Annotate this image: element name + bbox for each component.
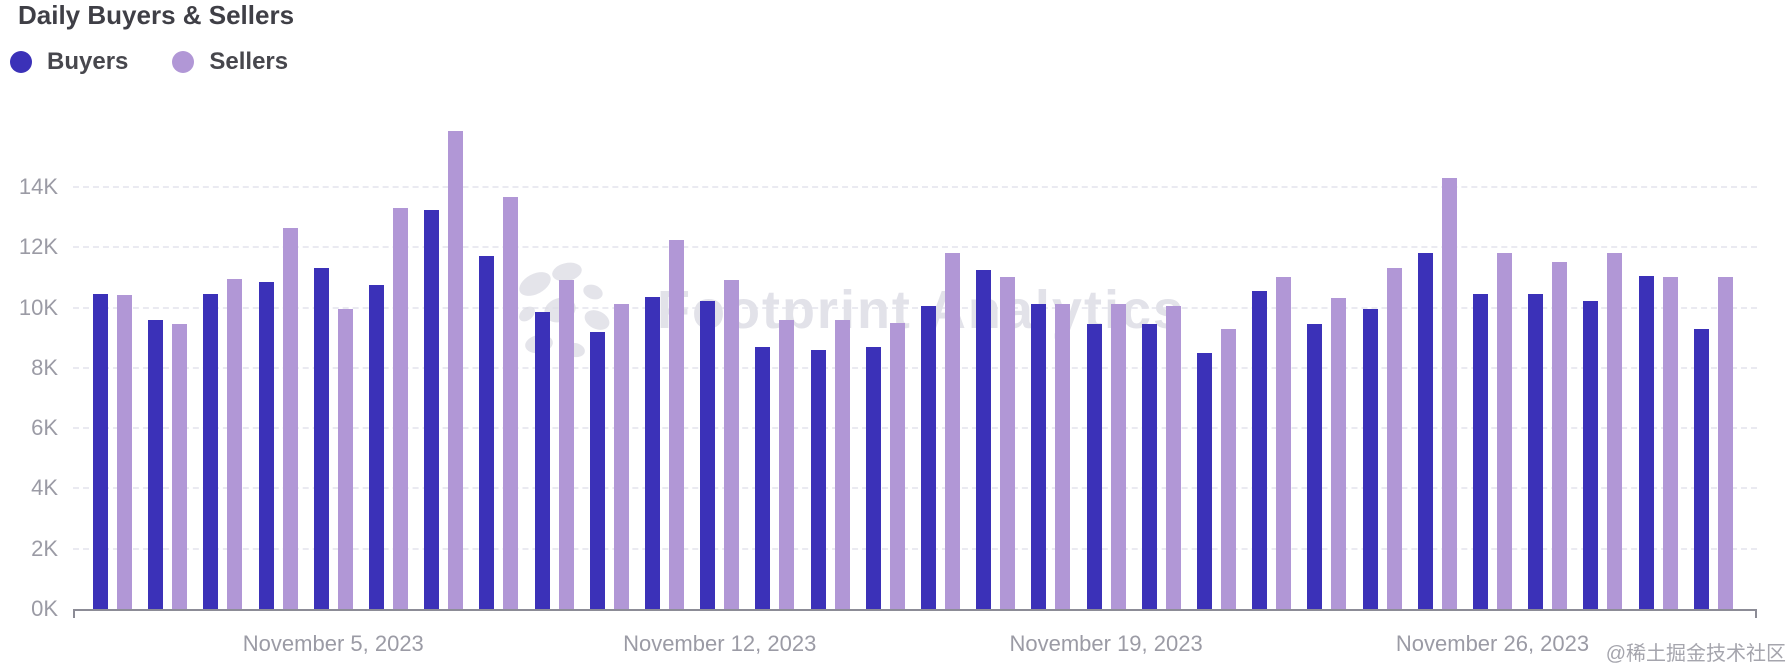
bar-sellers-november-12-2023[interactable]	[724, 280, 740, 609]
axis-left-end-tick	[73, 609, 75, 618]
bar-sellers-november-21-2023[interactable]	[1221, 329, 1236, 609]
gridline-14K	[73, 185, 1757, 188]
legend-item-buyers[interactable]: Buyers	[10, 48, 128, 76]
y-axis-tick-label: 4K	[31, 475, 58, 501]
bar-buyers-november-26-2023[interactable]	[1473, 294, 1488, 609]
bar-sellers-november-28-2023[interactable]	[1607, 253, 1623, 609]
x-axis-tick-label: November 26, 2023	[1395, 631, 1590, 656]
bar-buyers-november-15-2023[interactable]	[865, 347, 881, 609]
bar-buyers-november-6-2023[interactable]	[369, 285, 384, 609]
bar-sellers-november-26-2023[interactable]	[1497, 253, 1512, 609]
bar-buyers-november-13-2023[interactable]	[755, 347, 771, 609]
bar-sellers-november-8-2023[interactable]	[503, 197, 519, 609]
bar-buyers-november-28-2023[interactable]	[1583, 301, 1599, 609]
bar-buyers-november-19-2023[interactable]	[1086, 324, 1102, 609]
y-axis-tick-label: 10K	[18, 294, 58, 320]
chart-title: Daily Buyers & Sellers	[18, 0, 295, 30]
y-axis-tick-label: 2K	[31, 535, 58, 561]
bar-buyers-november-3-2023[interactable]	[203, 294, 219, 609]
y-axis-tick-label: 14K	[18, 173, 58, 199]
bar-sellers-november-16-2023[interactable]	[945, 253, 960, 609]
bar-buyers-november-10-2023[interactable]	[589, 332, 605, 609]
bar-sellers-november-14-2023[interactable]	[834, 320, 850, 609]
gridline-2K	[73, 547, 1757, 550]
bar-buyers-november-17-2023[interactable]	[976, 270, 992, 609]
bar-buyers-november-27-2023[interactable]	[1528, 294, 1544, 609]
bar-sellers-november-13-2023[interactable]	[779, 320, 795, 609]
bar-buyers-november-18-2023[interactable]	[1031, 304, 1047, 609]
bar-sellers-november-9-2023[interactable]	[558, 280, 574, 609]
axis-right-end-tick	[1755, 609, 1757, 618]
bar-sellers-november-29-2023[interactable]	[1662, 277, 1678, 609]
y-axis-tick-label: 12K	[18, 234, 58, 260]
x-axis-tick-label: November 5, 2023	[242, 631, 424, 656]
y-axis-tick-label: 0K	[31, 596, 58, 621]
bar-sellers-november-7-2023[interactable]	[448, 131, 464, 609]
bar-buyers-november-22-2023[interactable]	[1252, 291, 1268, 609]
bar-sellers-november-6-2023[interactable]	[393, 208, 408, 609]
gridline-10K	[73, 306, 1757, 309]
bar-buyers-november-1-2023[interactable]	[93, 294, 108, 609]
chart-legend: Buyers Sellers	[10, 48, 288, 76]
bar-sellers-november-1-2023[interactable]	[117, 295, 132, 609]
sellers-color-dot-icon	[172, 51, 195, 73]
bar-sellers-november-4-2023[interactable]	[282, 228, 298, 609]
bar-buyers-november-9-2023[interactable]	[534, 312, 550, 609]
bar-buyers-november-23-2023[interactable]	[1307, 324, 1323, 609]
bar-sellers-november-30-2023[interactable]	[1717, 277, 1733, 609]
bar-buyers-november-14-2023[interactable]	[810, 350, 826, 609]
bar-sellers-november-2-2023[interactable]	[172, 324, 188, 609]
bar-buyers-november-4-2023[interactable]	[258, 282, 274, 609]
bar-buyers-november-2-2023[interactable]	[148, 320, 164, 609]
legend-label-buyers: Buyers	[47, 48, 129, 75]
bar-sellers-november-11-2023[interactable]	[669, 240, 684, 609]
credit-watermark: @稀土掘金技术社区	[1605, 643, 1786, 665]
gridline-4K	[73, 487, 1757, 490]
bar-sellers-november-24-2023[interactable]	[1386, 268, 1402, 609]
bar-buyers-november-30-2023[interactable]	[1693, 329, 1709, 609]
legend-item-sellers[interactable]: Sellers	[172, 48, 288, 76]
bar-sellers-november-10-2023[interactable]	[613, 304, 629, 609]
bar-sellers-november-3-2023[interactable]	[227, 279, 243, 609]
bar-sellers-november-25-2023[interactable]	[1441, 178, 1457, 609]
bar-buyers-november-25-2023[interactable]	[1417, 253, 1433, 609]
bar-sellers-november-5-2023[interactable]	[337, 309, 353, 609]
gridline-8K	[73, 366, 1757, 369]
bar-buyers-november-20-2023[interactable]	[1141, 324, 1157, 609]
bar-sellers-november-22-2023[interactable]	[1276, 277, 1292, 609]
bar-sellers-november-20-2023[interactable]	[1165, 306, 1181, 609]
bar-buyers-november-21-2023[interactable]	[1197, 353, 1212, 609]
bar-buyers-november-24-2023[interactable]	[1362, 309, 1378, 609]
bar-sellers-november-19-2023[interactable]	[1110, 304, 1126, 609]
y-axis-tick-label: 8K	[31, 354, 58, 380]
bar-buyers-november-11-2023[interactable]	[645, 297, 660, 609]
bar-buyers-november-5-2023[interactable]	[313, 268, 329, 609]
bar-buyers-november-7-2023[interactable]	[424, 210, 440, 609]
bar-buyers-november-12-2023[interactable]	[700, 301, 716, 609]
x-axis-tick-label: November 19, 2023	[1009, 631, 1203, 656]
bar-sellers-november-23-2023[interactable]	[1331, 298, 1347, 609]
x-axis-line	[73, 609, 1757, 611]
bar-sellers-november-15-2023[interactable]	[889, 323, 905, 609]
gridline-6K	[73, 427, 1757, 430]
gridline-12K	[73, 246, 1757, 249]
legend-label-sellers: Sellers	[209, 48, 289, 75]
buyers-color-dot-icon	[10, 51, 32, 73]
bar-sellers-november-18-2023[interactable]	[1055, 304, 1071, 609]
y-axis-tick-label: 6K	[31, 415, 58, 441]
bar-sellers-november-27-2023[interactable]	[1552, 262, 1568, 609]
bar-buyers-november-8-2023[interactable]	[479, 256, 495, 609]
bar-buyers-november-16-2023[interactable]	[921, 306, 936, 609]
x-axis-tick-label: November 12, 2023	[623, 631, 817, 656]
bar-buyers-november-29-2023[interactable]	[1638, 276, 1654, 609]
bar-sellers-november-17-2023[interactable]	[1000, 277, 1016, 609]
